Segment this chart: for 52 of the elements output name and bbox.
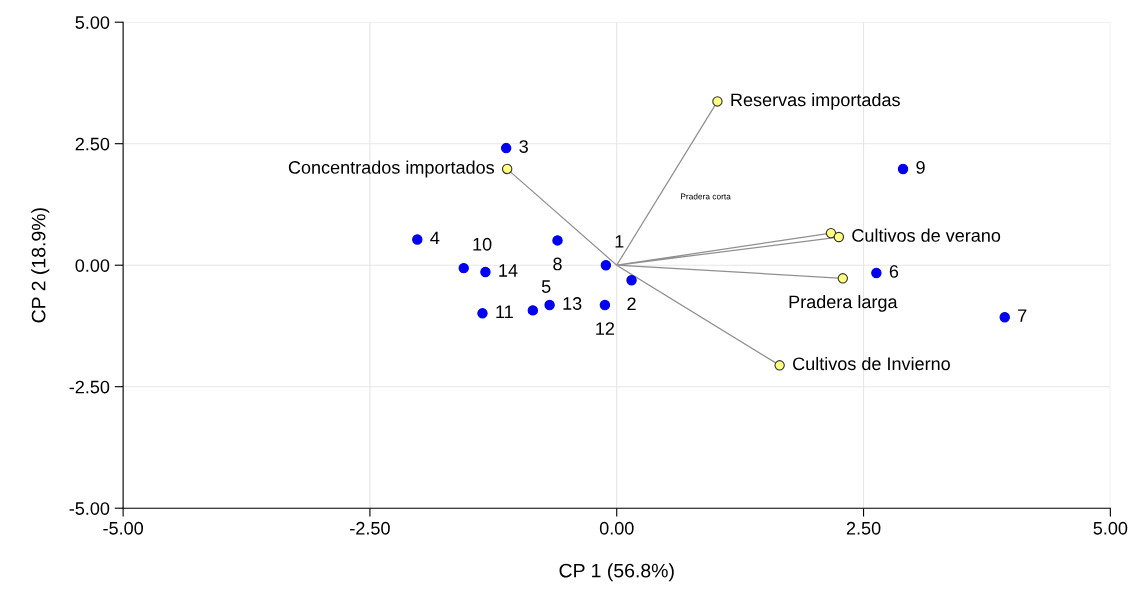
point [552,235,563,246]
point [599,299,611,311]
point [544,299,555,311]
annotation: 11 [496,305,513,318]
annotation: Reservas importadas [731,93,900,110]
annotation: 12 [596,322,615,335]
point [833,231,845,243]
point [871,267,882,279]
annotation: 5 [541,280,551,293]
annotation: 3 [519,140,528,153]
point [626,275,637,286]
y-tick-label: 0.00 [75,259,110,272]
annotation: 4 [430,231,440,245]
x-tick-label: 5.00 [1093,521,1128,535]
x-tick-label: -2.50 [350,521,390,535]
point [712,96,723,107]
x-tick-label: -5.00 [103,521,143,535]
y-axis-title: CP 2 (18.9%) [31,208,50,323]
y-tick-label: 5.00 [75,16,110,29]
annotation: Pradera corta [681,193,731,200]
annotation: 8 [553,257,562,271]
annotation: 2 [627,297,636,311]
annotation: 9 [916,161,925,174]
annotation: Cultivos de Invierno [793,356,950,371]
annotation: Pradera larga [789,294,898,312]
annotation: 6 [889,265,899,278]
point [897,163,909,175]
annotation: Concentrados importados [288,160,495,178]
point [477,308,488,319]
annotation: 13 [563,297,582,310]
point [774,360,785,371]
point [480,266,491,278]
point [837,273,849,284]
point [500,142,512,154]
annotation: 1 [615,235,624,248]
point [501,163,513,175]
point [527,305,539,316]
point [825,227,837,239]
x-tick-label: 2.50 [846,521,881,535]
x-tick-label: 0.00 [599,521,634,535]
point [600,259,612,271]
point [458,262,469,274]
y-tick-label: -5.00 [69,502,110,515]
y-tick-label: 2.50 [75,137,110,151]
annotation: Cultivos de verano [852,228,1001,242]
annotation: 14 [499,264,518,277]
point [999,311,1010,323]
point [412,234,423,245]
x-axis-title: CP 1 (56.8%) [559,563,674,582]
y-tick-label: -2.50 [69,380,110,394]
annotation: 10 [473,237,492,251]
annotation: 7 [1018,309,1027,322]
